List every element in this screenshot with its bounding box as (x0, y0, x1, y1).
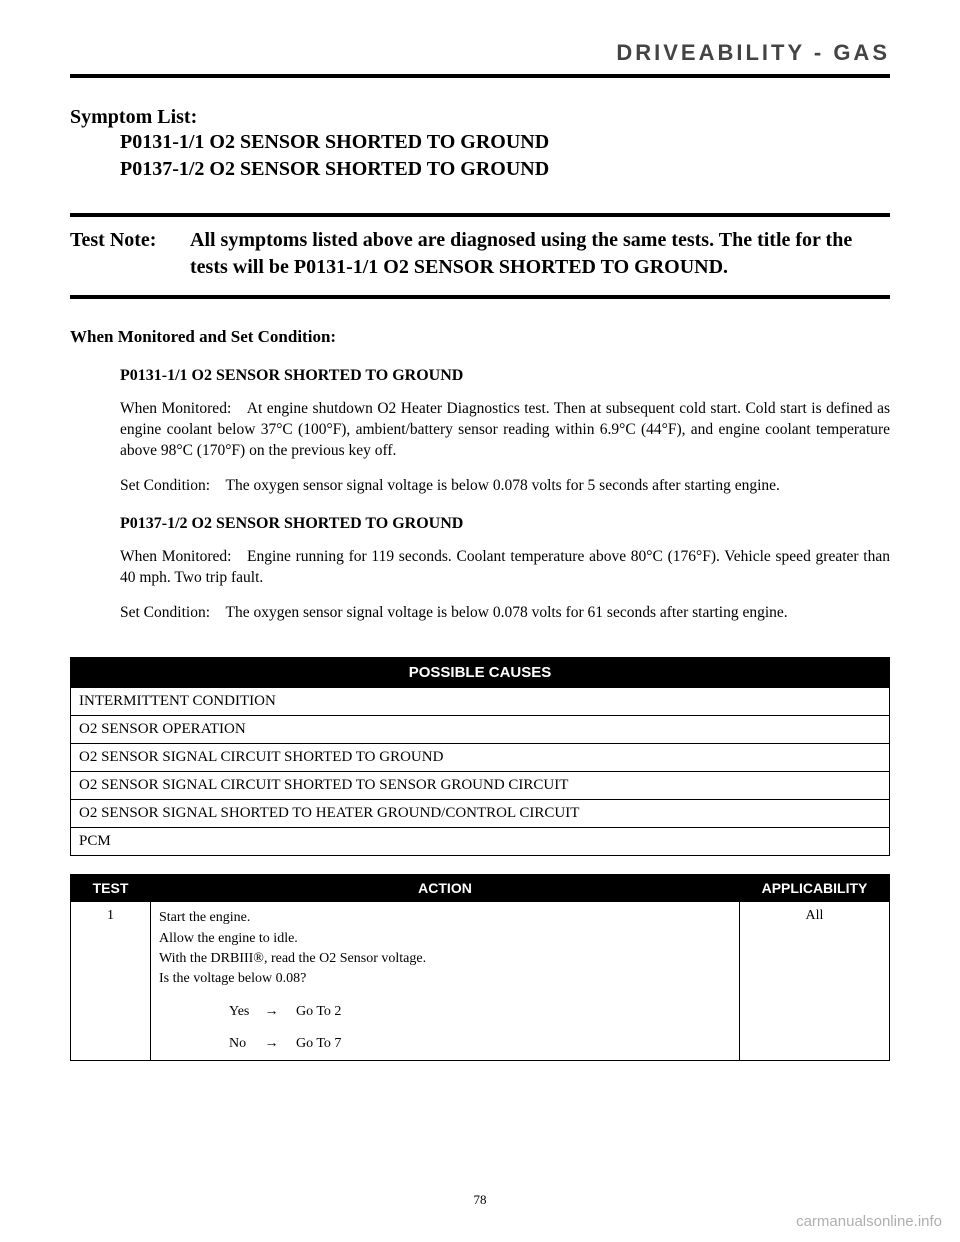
action-line: With the DRBIII®, read the O2 Sensor vol… (159, 949, 731, 969)
set-condition-text: Set Condition: The oxygen sensor signal … (120, 603, 890, 624)
test-note-text: All symptoms listed above are diagnosed … (190, 227, 890, 281)
applicability-cell: All (740, 902, 890, 1061)
yes-label: Yes (229, 1002, 261, 1022)
cause-row: O2 SENSOR SIGNAL CIRCUIT SHORTED TO SENS… (71, 772, 890, 800)
action-line: Start the engine. (159, 908, 731, 928)
test-number: 1 (71, 902, 151, 1061)
action-line: Is the voltage below 0.08? (159, 969, 731, 989)
code-block-2: P0137-1/2 O2 SENSOR SHORTED TO GROUND Wh… (70, 515, 890, 624)
action-cell: Start the engine. Allow the engine to id… (151, 902, 740, 1061)
yes-branch: Yes → Go To 2 (159, 1002, 731, 1022)
test-note: Test Note: All symptoms listed above are… (70, 217, 890, 295)
col-test: TEST (71, 875, 151, 902)
table-row: 1 Start the engine. Allow the engine to … (71, 902, 890, 1061)
page-number: 78 (0, 1192, 960, 1208)
col-action: ACTION (151, 875, 740, 902)
possible-causes-table: POSSIBLE CAUSES INTERMITTENT CONDITION O… (70, 657, 890, 856)
code-title: P0131-1/1 O2 SENSOR SHORTED TO GROUND (120, 367, 890, 385)
watermark: carmanualsonline.info (796, 1213, 942, 1230)
test-action-table: TEST ACTION APPLICABILITY 1 Start the en… (70, 874, 890, 1061)
cause-row: PCM (71, 828, 890, 856)
cause-row: O2 SENSOR SIGNAL SHORTED TO HEATER GROUN… (71, 800, 890, 828)
symptom-item: P0137-1/2 O2 SENSOR SHORTED TO GROUND (120, 156, 890, 183)
arrow-icon: → (265, 1034, 293, 1054)
code-block-1: P0131-1/1 O2 SENSOR SHORTED TO GROUND Wh… (70, 367, 890, 497)
action-line: Allow the engine to idle. (159, 929, 731, 949)
header-rule (70, 74, 890, 78)
when-monitored-text: When Monitored: Engine running for 119 s… (120, 547, 890, 589)
note-rule-bottom (70, 295, 890, 299)
arrow-icon: → (265, 1002, 293, 1022)
symptom-list-block: Symptom List: P0131-1/1 O2 SENSOR SHORTE… (70, 106, 890, 183)
when-monitored-text: When Monitored: At engine shutdown O2 He… (120, 399, 890, 462)
no-label: No (229, 1034, 261, 1054)
no-branch: No → Go To 7 (159, 1034, 731, 1054)
code-title: P0137-1/2 O2 SENSOR SHORTED TO GROUND (120, 515, 890, 533)
cause-row: O2 SENSOR SIGNAL CIRCUIT SHORTED TO GROU… (71, 744, 890, 772)
goto-text: Go To 7 (296, 1036, 341, 1051)
symptom-item: P0131-1/1 O2 SENSOR SHORTED TO GROUND (120, 129, 890, 156)
set-condition-text: Set Condition: The oxygen sensor signal … (120, 476, 890, 497)
test-note-label: Test Note: (70, 227, 190, 281)
cause-row: O2 SENSOR OPERATION (71, 716, 890, 744)
causes-header: POSSIBLE CAUSES (71, 658, 890, 688)
symptom-list-label: Symptom List: (70, 106, 197, 128)
when-monitored-header: When Monitored and Set Condition: (70, 327, 890, 347)
goto-text: Go To 2 (296, 1004, 341, 1019)
page-header: DRIVEABILITY - GAS (70, 40, 890, 66)
cause-row: INTERMITTENT CONDITION (71, 688, 890, 716)
col-applicability: APPLICABILITY (740, 875, 890, 902)
